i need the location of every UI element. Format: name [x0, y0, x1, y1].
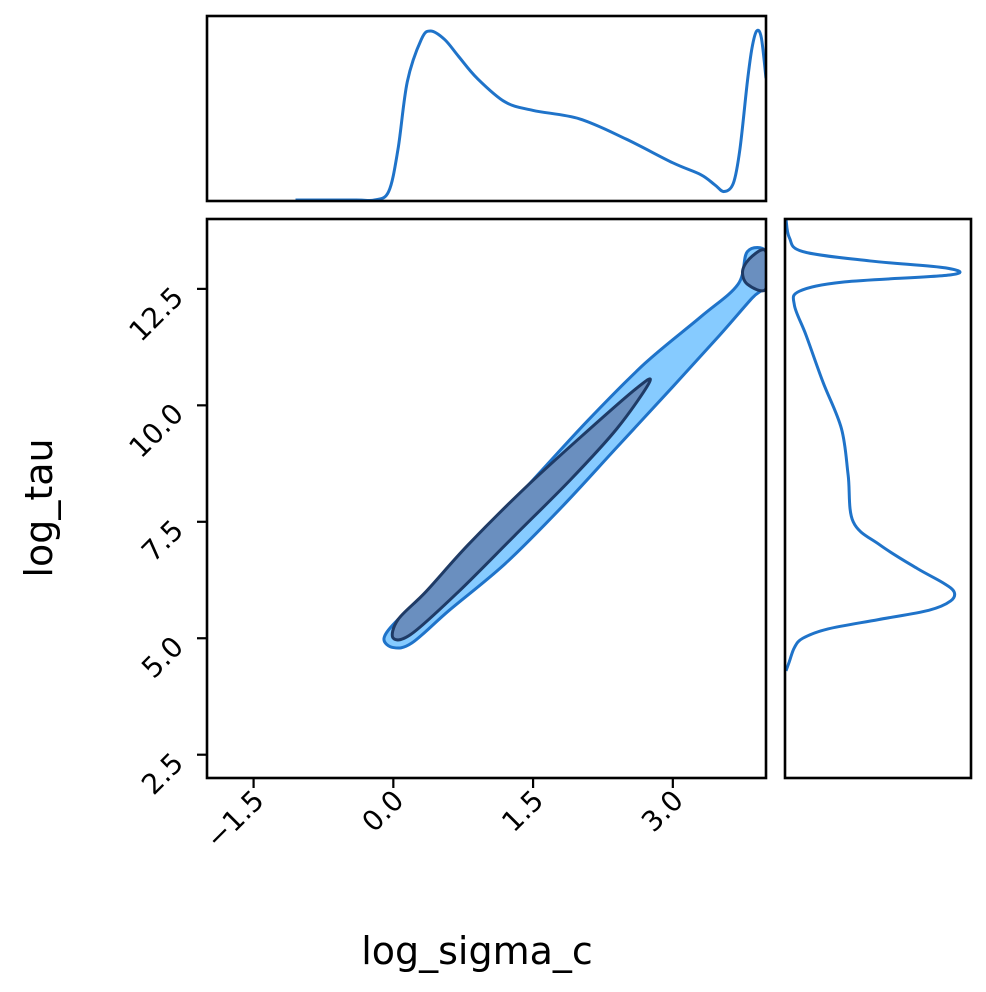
marginal-y-panel	[783, 217, 973, 780]
y-axis-ticks: 2.5 5.0 7.5 10.0 12.5	[123, 280, 207, 801]
marginal-x-density-line	[295, 28, 766, 201]
x-tick-label: 1.5	[495, 784, 550, 839]
x-tick-label: 0.0	[355, 784, 410, 839]
contour-inner-level-main	[390, 377, 652, 642]
marginal-x-frame	[205, 14, 768, 203]
y-tick-label: 2.5	[135, 746, 190, 801]
joint-panel-frame	[205, 217, 768, 780]
y-tick-label: 5.0	[135, 630, 190, 685]
y-tick-label: 10.0	[123, 397, 190, 464]
y-tick-label: 7.5	[135, 513, 190, 568]
x-tick-label: −1.5	[199, 784, 270, 855]
marginal-x-panel	[205, 14, 768, 203]
joint-density-panel: −1.5 0.0 1.5 3.0 2.5 5.0 7.5 10.0 12.5	[123, 217, 768, 855]
x-tick-label: 3.0	[635, 784, 690, 839]
x-axis-label: log_sigma_c	[361, 929, 593, 973]
y-tick-label: 12.5	[123, 280, 190, 347]
x-axis-ticks: −1.5 0.0 1.5 3.0	[199, 778, 690, 855]
y-axis-label: log_tau	[17, 438, 61, 577]
marginal-y-density-line	[785, 219, 962, 672]
marginal-y-frame	[783, 217, 973, 780]
